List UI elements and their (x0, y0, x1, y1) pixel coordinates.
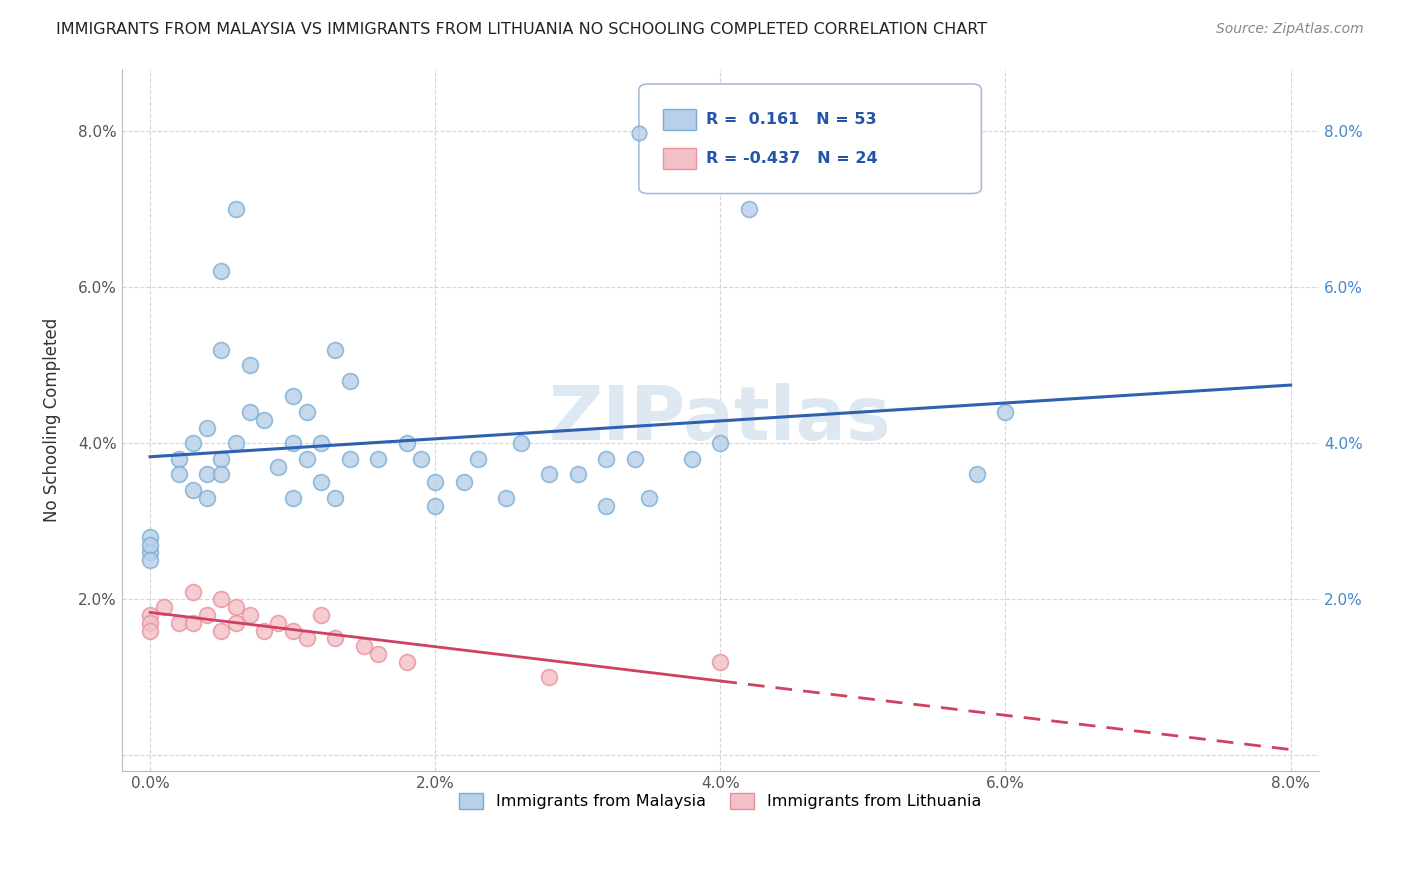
Point (139, 530, 162, 544)
Point (595, 499, 617, 513)
Point (994, 405, 1017, 419)
Point (225, 615, 247, 630)
Point (209, 467, 232, 482)
Point (709, 436, 731, 450)
Point (453, 475, 475, 490)
Point (209, 264, 232, 278)
Point (225, 600, 247, 615)
Point (195, 607, 218, 622)
Point (181, 615, 204, 630)
Point (195, 420, 218, 434)
Legend: Immigrants from Malaysia, Immigrants from Lithuania: Immigrants from Malaysia, Immigrants fro… (453, 787, 987, 816)
Text: R = -0.437   N = 24: R = -0.437 N = 24 (706, 151, 877, 166)
Point (295, 632, 318, 646)
Point (309, 436, 332, 450)
Point (281, 624, 304, 638)
Point (425, 499, 447, 513)
Point (139, 624, 162, 638)
Text: IMMIGRANTS FROM MALAYSIA VS IMMIGRANTS FROM LITHUANIA NO SCHOOLING COMPLETED COR: IMMIGRANTS FROM MALAYSIA VS IMMIGRANTS F… (56, 22, 987, 37)
Point (209, 624, 232, 638)
Point (209, 451, 232, 466)
Point (139, 545, 162, 559)
Point (181, 584, 204, 599)
Point (225, 436, 247, 450)
Point (509, 436, 531, 450)
Point (538, 467, 561, 482)
Point (339, 451, 361, 466)
Point (225, 202, 247, 216)
Bar (662, 148, 696, 169)
Point (538, 670, 561, 684)
Point (495, 491, 517, 505)
Text: R =  0.161   N = 53: R = 0.161 N = 53 (706, 112, 876, 128)
Point (353, 639, 375, 653)
Point (325, 491, 347, 505)
Point (339, 374, 361, 388)
Point (239, 358, 262, 372)
Point (281, 389, 304, 403)
Point (467, 451, 489, 466)
Point (181, 436, 204, 450)
Point (139, 615, 162, 630)
Point (709, 655, 731, 669)
Point (367, 451, 389, 466)
Point (309, 475, 332, 490)
Point (295, 405, 318, 419)
Point (638, 491, 661, 505)
Point (309, 607, 332, 622)
Point (181, 483, 204, 497)
Point (267, 459, 290, 474)
Y-axis label: No Schooling Completed: No Schooling Completed (44, 318, 60, 522)
FancyBboxPatch shape (638, 84, 981, 194)
Point (253, 624, 276, 638)
Point (595, 451, 617, 466)
Point (295, 451, 318, 466)
Point (167, 467, 190, 482)
Point (395, 655, 418, 669)
Point (567, 467, 589, 482)
Point (409, 451, 432, 466)
Point (425, 475, 447, 490)
Point (167, 615, 190, 630)
Point (681, 170, 703, 185)
Point (738, 202, 761, 216)
Text: Source: ZipAtlas.com: Source: ZipAtlas.com (1216, 22, 1364, 37)
Point (239, 607, 262, 622)
Point (281, 491, 304, 505)
Point (139, 538, 162, 552)
Point (139, 607, 162, 622)
Point (395, 436, 418, 450)
Point (253, 413, 276, 427)
Point (281, 436, 304, 450)
Point (267, 615, 290, 630)
Text: ZIPatlas: ZIPatlas (548, 384, 891, 457)
Point (966, 467, 988, 482)
Point (325, 343, 347, 357)
Point (239, 405, 262, 419)
Bar (662, 109, 696, 130)
Point (195, 491, 218, 505)
Point (167, 451, 190, 466)
Point (209, 343, 232, 357)
Point (139, 553, 162, 567)
Point (325, 632, 347, 646)
Point (367, 647, 389, 661)
Point (195, 467, 218, 482)
Point (153, 600, 176, 615)
Point (209, 592, 232, 607)
Point (623, 451, 645, 466)
Point (681, 451, 703, 466)
